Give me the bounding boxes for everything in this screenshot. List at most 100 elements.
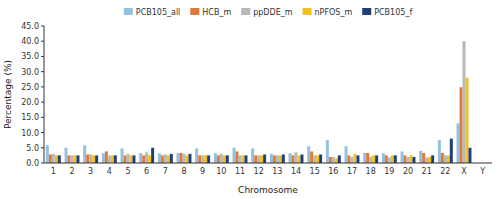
bar: [292, 155, 295, 163]
bar: [326, 140, 329, 163]
bar: [401, 151, 404, 163]
bar: [127, 154, 130, 163]
x-tick-label: 1: [51, 167, 56, 176]
bar: [300, 154, 303, 163]
y-tick-label: 35.0: [21, 52, 39, 61]
bar: [52, 154, 55, 163]
bar: [307, 146, 310, 163]
x-tick-label: Y: [479, 167, 485, 176]
x-axis-label: Chromosome: [238, 185, 298, 195]
bar: [273, 155, 276, 163]
x-axis-line: [44, 163, 492, 164]
x-tick-label: 4: [107, 167, 112, 176]
legend-swatch: [362, 8, 371, 15]
y-tick: [41, 132, 44, 133]
y-tick-label: 40.0: [21, 37, 39, 46]
y-tick: [41, 26, 44, 27]
bar: [450, 139, 453, 163]
bar: [95, 155, 98, 163]
bar: [226, 155, 229, 163]
bar: [297, 155, 300, 163]
bar: [313, 155, 316, 163]
bar: [270, 154, 273, 163]
chart: 0.05.010.015.020.025.030.035.040.045.012…: [0, 0, 500, 199]
legend-label: PCB105_f: [374, 8, 412, 17]
bar: [345, 146, 348, 163]
bar: [121, 148, 124, 163]
legend-swatch: [303, 8, 312, 15]
y-tick: [41, 117, 44, 118]
bar: [282, 154, 285, 163]
bar: [260, 155, 263, 163]
bar: [385, 155, 388, 163]
bar: [441, 153, 444, 163]
bar: [129, 155, 132, 163]
y-tick: [41, 41, 44, 42]
bar: [407, 157, 410, 163]
bar: [151, 148, 154, 163]
bar: [382, 153, 385, 163]
x-tick-label: 15: [310, 167, 320, 176]
bar: [204, 155, 207, 163]
legend-label: nPFOS_m: [315, 8, 353, 17]
legend-label: HCB_m: [202, 8, 231, 17]
bar: [198, 155, 201, 163]
legend-swatch: [190, 8, 199, 15]
x-tick-label: 5: [125, 167, 130, 176]
y-tick-label: 5.0: [26, 144, 39, 153]
bar: [132, 155, 135, 163]
x-tick-label: 17: [347, 167, 357, 176]
y-tick-label: 0.0: [26, 159, 39, 168]
bar: [431, 155, 434, 163]
bar: [425, 158, 428, 163]
y-tick-label: 20.0: [21, 98, 39, 107]
legend-swatch: [241, 8, 250, 15]
y-tick: [41, 102, 44, 103]
bar: [335, 158, 338, 163]
legend: PCB105_allHCB_mppDDE_mnPFOS_mPCB105_f: [124, 8, 413, 17]
bar: [220, 154, 223, 163]
bar: [68, 155, 71, 163]
bar: [185, 155, 188, 163]
bar: [295, 152, 298, 163]
bar: [71, 155, 74, 163]
x-tick-label: 13: [272, 167, 282, 176]
bar: [412, 157, 415, 163]
bar: [83, 145, 86, 163]
bar: [177, 153, 180, 163]
bar: [158, 153, 161, 163]
y-tick-label: 25.0: [21, 83, 39, 92]
y-tick-label: 45.0: [21, 22, 39, 31]
x-tick-label: 3: [88, 167, 93, 176]
bar: [310, 151, 313, 163]
bar: [241, 155, 244, 163]
bar: [49, 154, 52, 163]
bar: [372, 155, 375, 163]
bar: [457, 123, 460, 163]
bar: [139, 153, 142, 163]
x-tick-label: 6: [144, 167, 149, 176]
bar: [251, 148, 254, 163]
bar: [391, 155, 394, 163]
bar: [366, 153, 369, 163]
bar: [161, 155, 164, 163]
bar: [142, 155, 145, 163]
bar: [263, 154, 266, 163]
x-tick-label: 19: [384, 167, 394, 176]
bar: [86, 154, 89, 163]
bar: [319, 154, 322, 163]
bar: [394, 155, 397, 163]
bar: [356, 155, 359, 163]
y-tick: [41, 86, 44, 87]
bar: [404, 155, 407, 163]
bar: [236, 151, 239, 163]
bar: [351, 157, 354, 163]
bar: [114, 155, 117, 163]
y-axis-label: Percentage (%): [3, 60, 13, 129]
bar: [388, 158, 391, 163]
bar: [329, 157, 332, 163]
x-tick-label: 11: [235, 167, 245, 176]
bar: [369, 157, 372, 163]
bar: [102, 153, 105, 163]
bar: [348, 155, 351, 163]
